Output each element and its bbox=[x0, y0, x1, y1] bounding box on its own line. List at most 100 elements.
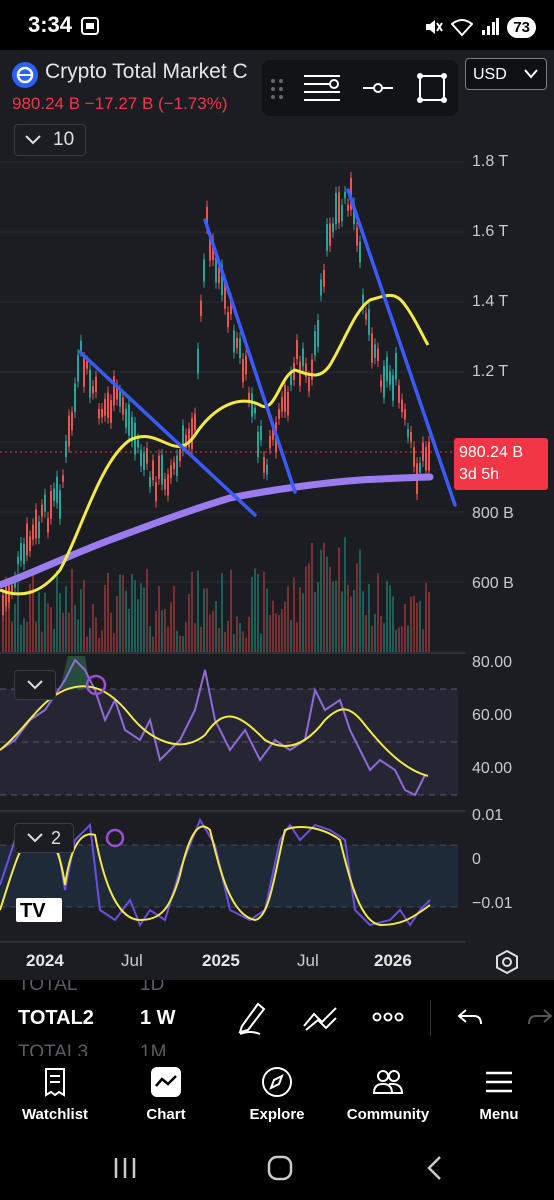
volume-bar bbox=[158, 586, 160, 653]
rectangle-tool-icon[interactable] bbox=[416, 72, 448, 104]
volume-bar bbox=[212, 610, 214, 653]
prev-interval[interactable]: 1D bbox=[140, 980, 165, 995]
volume-bar bbox=[356, 563, 358, 653]
volume-bar bbox=[302, 593, 304, 653]
nav-community[interactable]: Community bbox=[333, 1056, 443, 1144]
candle-body bbox=[326, 224, 328, 251]
nav-chart[interactable]: Chart bbox=[111, 1056, 221, 1144]
time-axis[interactable]: 2024 Jul 2025 Jul 2026 bbox=[0, 942, 554, 980]
home-icon[interactable] bbox=[266, 1154, 294, 1182]
indicators-toggle[interactable]: 10 bbox=[14, 124, 86, 156]
candle-body bbox=[419, 462, 421, 473]
chart-canvas[interactable]: TV bbox=[0, 50, 554, 980]
volume-bar bbox=[179, 635, 181, 653]
symbol-switcher[interactable]: TOTAL 1D TOTAL2 1 W TOTAL3 1M bbox=[0, 980, 554, 1056]
volume-bar bbox=[59, 593, 61, 653]
more-icon[interactable] bbox=[372, 1012, 404, 1022]
candle-body bbox=[173, 462, 175, 470]
nav-watchlist[interactable]: Watchlist bbox=[0, 1056, 110, 1144]
next-symbol[interactable]: TOTAL3 bbox=[18, 1042, 89, 1056]
current-interval[interactable]: 1 W bbox=[140, 1007, 176, 1029]
undo-icon[interactable] bbox=[456, 1006, 484, 1028]
recent-apps-icon[interactable] bbox=[112, 1156, 138, 1180]
candle-body bbox=[269, 435, 271, 449]
chart-area[interactable]: TV 1.8 T 1.6 T 1.4 T 1.2 T 800 B 600 B 9… bbox=[0, 50, 554, 980]
volume-bar bbox=[296, 622, 298, 653]
volume-bar bbox=[80, 589, 82, 653]
candle-body bbox=[272, 427, 274, 440]
rsi-pane-toggle[interactable] bbox=[14, 670, 56, 700]
volume-bar bbox=[101, 630, 103, 653]
nav-label: Chart bbox=[146, 1106, 186, 1123]
trendlines[interactable] bbox=[78, 188, 457, 517]
current-symbol[interactable]: TOTAL2 bbox=[18, 1007, 94, 1029]
candle-body bbox=[377, 348, 379, 361]
volume-bar bbox=[401, 626, 403, 653]
menu-icon bbox=[486, 1071, 512, 1093]
redo-icon[interactable] bbox=[526, 1006, 554, 1028]
rsi-alert-icon[interactable] bbox=[85, 674, 107, 696]
candle-body bbox=[20, 543, 22, 561]
candle-body bbox=[104, 398, 106, 416]
candle-body bbox=[110, 400, 112, 423]
volume-bars bbox=[2, 537, 430, 653]
candle-body bbox=[206, 206, 208, 228]
candle-body bbox=[17, 556, 19, 565]
volume-bar bbox=[254, 568, 256, 653]
price-axis-label: 800 B bbox=[472, 505, 514, 522]
volume-bar bbox=[26, 621, 28, 653]
nav-explore[interactable]: Explore bbox=[222, 1056, 332, 1144]
osc-pane-toggle[interactable]: 2 bbox=[14, 823, 74, 853]
price-axis-label: 1.4 T bbox=[472, 293, 509, 310]
volume-bar bbox=[299, 587, 301, 653]
tradingview-logo: TV bbox=[16, 898, 62, 922]
candle-body bbox=[239, 338, 241, 359]
back-icon[interactable] bbox=[424, 1154, 444, 1182]
volume-bar bbox=[230, 569, 232, 653]
pencil-icon[interactable] bbox=[236, 1000, 268, 1036]
candle-body bbox=[266, 464, 268, 475]
last-price-badge: 980.24 B 3d 5h bbox=[454, 438, 548, 490]
candle-body bbox=[56, 476, 58, 503]
candle-body bbox=[80, 340, 82, 351]
line-style-icon[interactable] bbox=[302, 72, 342, 104]
osc-band bbox=[0, 845, 458, 907]
drag-handle-icon[interactable] bbox=[270, 78, 284, 100]
rsi-line bbox=[0, 658, 426, 797]
candle-body bbox=[281, 397, 283, 412]
line-width-icon[interactable] bbox=[362, 78, 394, 98]
candle-body bbox=[347, 204, 349, 211]
prev-symbol[interactable]: TOTAL bbox=[18, 980, 78, 995]
volume-bar bbox=[404, 603, 406, 653]
currency-select[interactable]: USD bbox=[465, 58, 547, 90]
drawing-toolbar bbox=[262, 60, 458, 116]
chart-settings-icon[interactable] bbox=[494, 949, 520, 975]
candle-body bbox=[155, 482, 157, 502]
nav-menu[interactable]: Menu bbox=[444, 1056, 554, 1144]
volume-bar bbox=[347, 585, 349, 653]
volume-bar bbox=[329, 566, 331, 653]
volume-bar bbox=[20, 624, 22, 653]
osc-alert-icon[interactable] bbox=[105, 828, 125, 848]
symbol-title[interactable]: Crypto Total Market C bbox=[45, 60, 248, 83]
volume-bar bbox=[410, 596, 412, 653]
volume-bar bbox=[119, 574, 121, 653]
candle-body bbox=[254, 407, 256, 414]
volume-bar bbox=[185, 621, 187, 653]
volume-bar bbox=[239, 622, 241, 653]
oscillator-line-purple bbox=[0, 817, 431, 928]
volume-bar bbox=[104, 585, 106, 653]
volume-bar bbox=[236, 616, 238, 653]
battery-level: 73 bbox=[507, 16, 536, 38]
volume-bar bbox=[359, 549, 361, 653]
volume-bar bbox=[200, 626, 202, 653]
candle-body bbox=[65, 440, 67, 458]
trendline-tool-icon[interactable] bbox=[302, 1004, 338, 1032]
volume-bar bbox=[56, 570, 58, 653]
candle-body bbox=[119, 390, 121, 407]
rsi-ma-line bbox=[0, 685, 429, 777]
next-interval[interactable]: 1M bbox=[140, 1042, 167, 1056]
volume-bar bbox=[323, 542, 325, 653]
candle-body bbox=[341, 204, 343, 222]
volume-bar bbox=[395, 629, 397, 653]
